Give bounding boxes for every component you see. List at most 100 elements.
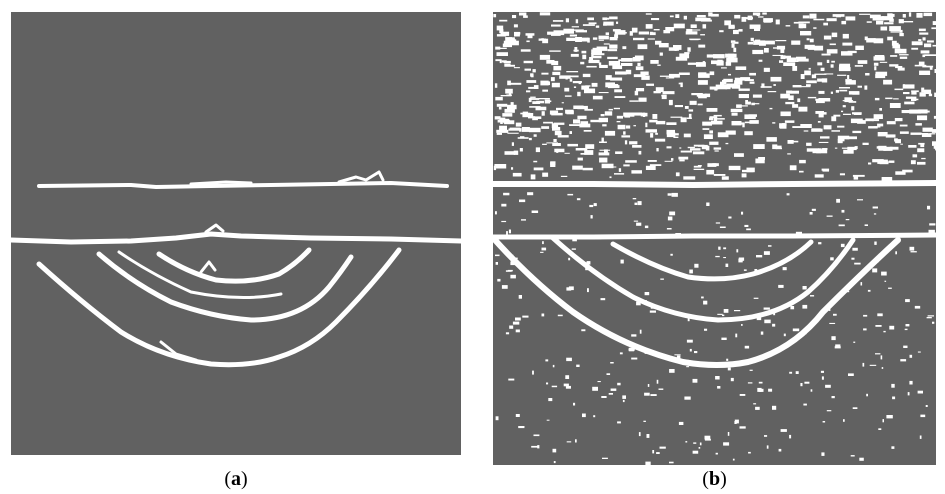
- noise-speckle: [640, 71, 649, 76]
- noise-speckle: [701, 144, 708, 150]
- noise-speckle: [693, 442, 697, 444]
- noise-speckle: [625, 69, 632, 75]
- noise-speckle: [675, 172, 680, 177]
- noise-speckle: [598, 92, 609, 94]
- noise-speckle: [773, 312, 776, 316]
- noise-speckle: [902, 84, 915, 89]
- noise-speckle: [717, 386, 721, 389]
- noise-speckle: [752, 94, 762, 98]
- noise-speckle: [650, 394, 657, 396]
- noise-speckle: [738, 94, 749, 99]
- noise-speckle: [700, 34, 705, 36]
- noise-speckle: [811, 128, 821, 131]
- noise-speckle: [575, 19, 579, 24]
- noise-speckle: [749, 369, 753, 371]
- noise-speckle: [726, 83, 738, 88]
- caption-a: (a): [11, 467, 461, 491]
- caption-b: (b): [493, 467, 936, 491]
- noise-speckle: [918, 142, 925, 145]
- noise-speckle: [737, 105, 748, 107]
- noise-speckle: [923, 12, 933, 17]
- noise-speckle: [704, 435, 711, 440]
- noise-speckle: [748, 451, 751, 454]
- noise-speckle: [636, 301, 641, 306]
- noise-speckle: [510, 102, 514, 107]
- noise-speckle: [739, 394, 746, 396]
- noise-speckle: [664, 160, 673, 162]
- noise-speckle: [835, 90, 839, 93]
- noise-speckle: [695, 17, 707, 22]
- noise-speckle: [897, 67, 905, 71]
- noise-speckle: [538, 38, 546, 41]
- noise-speckle: [494, 83, 498, 88]
- noise-speckle: [520, 112, 531, 115]
- noise-speckle: [586, 261, 591, 265]
- noise-speckle: [889, 103, 901, 108]
- noise-speckle: [763, 307, 770, 310]
- noise-speckle: [736, 249, 739, 253]
- noise-speckle: [647, 160, 657, 162]
- noise-speckle: [499, 60, 502, 64]
- noise-speckle: [548, 398, 553, 402]
- noise-speckle: [656, 379, 659, 384]
- noise-speckle: [839, 173, 845, 176]
- noise-speckle: [590, 119, 603, 123]
- noise-speckle: [581, 50, 587, 54]
- noise-speckle: [680, 82, 683, 88]
- noise-speckle: [833, 313, 837, 316]
- noise-speckle: [590, 215, 593, 219]
- noise-speckle: [582, 413, 586, 418]
- noise-speckle: [773, 84, 776, 86]
- noise-speckle: [553, 139, 557, 142]
- noise-speckle: [507, 80, 511, 86]
- noise-speckle: [511, 167, 514, 170]
- noise-speckle: [497, 47, 507, 49]
- noise-speckle: [584, 88, 596, 94]
- noise-speckle: [809, 38, 814, 43]
- noise-speckle: [623, 164, 630, 167]
- noise-speckle: [609, 16, 618, 20]
- noise-speckle: [875, 353, 881, 355]
- noise-speckle: [669, 461, 674, 464]
- noise-speckle: [769, 107, 773, 110]
- noise-speckle: [725, 130, 736, 135]
- noise-speckle: [862, 142, 869, 145]
- noise-speckle: [713, 54, 725, 59]
- noise-speckle: [702, 24, 707, 29]
- noise-speckle: [508, 378, 515, 381]
- noise-speckle: [889, 18, 894, 22]
- noise-speckle: [533, 116, 542, 119]
- noise-speckle: [505, 332, 510, 335]
- noise-speckle: [802, 304, 808, 309]
- noise-speckle: [496, 132, 502, 135]
- noise-speckle: [690, 24, 697, 28]
- noise-speckle: [772, 54, 784, 56]
- noise-speckle: [622, 395, 626, 399]
- noise-speckle: [846, 136, 857, 140]
- noise-speckle: [741, 16, 747, 22]
- noise-speckle: [582, 73, 591, 78]
- noise-speckle: [748, 114, 757, 117]
- noise-speckle: [500, 31, 510, 36]
- noise-speckle: [885, 97, 893, 100]
- noise-speckle: [834, 147, 838, 149]
- noise-speckle: [791, 40, 801, 45]
- noise-speckle: [893, 98, 899, 100]
- noise-speckle: [621, 135, 631, 138]
- noise-speckle: [821, 53, 831, 56]
- noise-speckle: [717, 313, 723, 315]
- noise-speckle: [699, 442, 702, 446]
- noise-speckle: [909, 380, 913, 385]
- noise-speckle: [653, 29, 660, 31]
- noise-speckle: [829, 322, 836, 324]
- noise-speckle: [924, 54, 936, 56]
- noise-speckle: [865, 73, 870, 76]
- noise-speckle: [934, 69, 936, 73]
- noise-speckle: [749, 72, 756, 76]
- noise-speckle: [513, 24, 518, 28]
- noise-speckle: [837, 135, 850, 140]
- noise-speckle: [878, 145, 887, 151]
- noise-speckle: [895, 139, 901, 144]
- noise-speckle: [866, 393, 868, 397]
- noise-speckle: [734, 80, 743, 85]
